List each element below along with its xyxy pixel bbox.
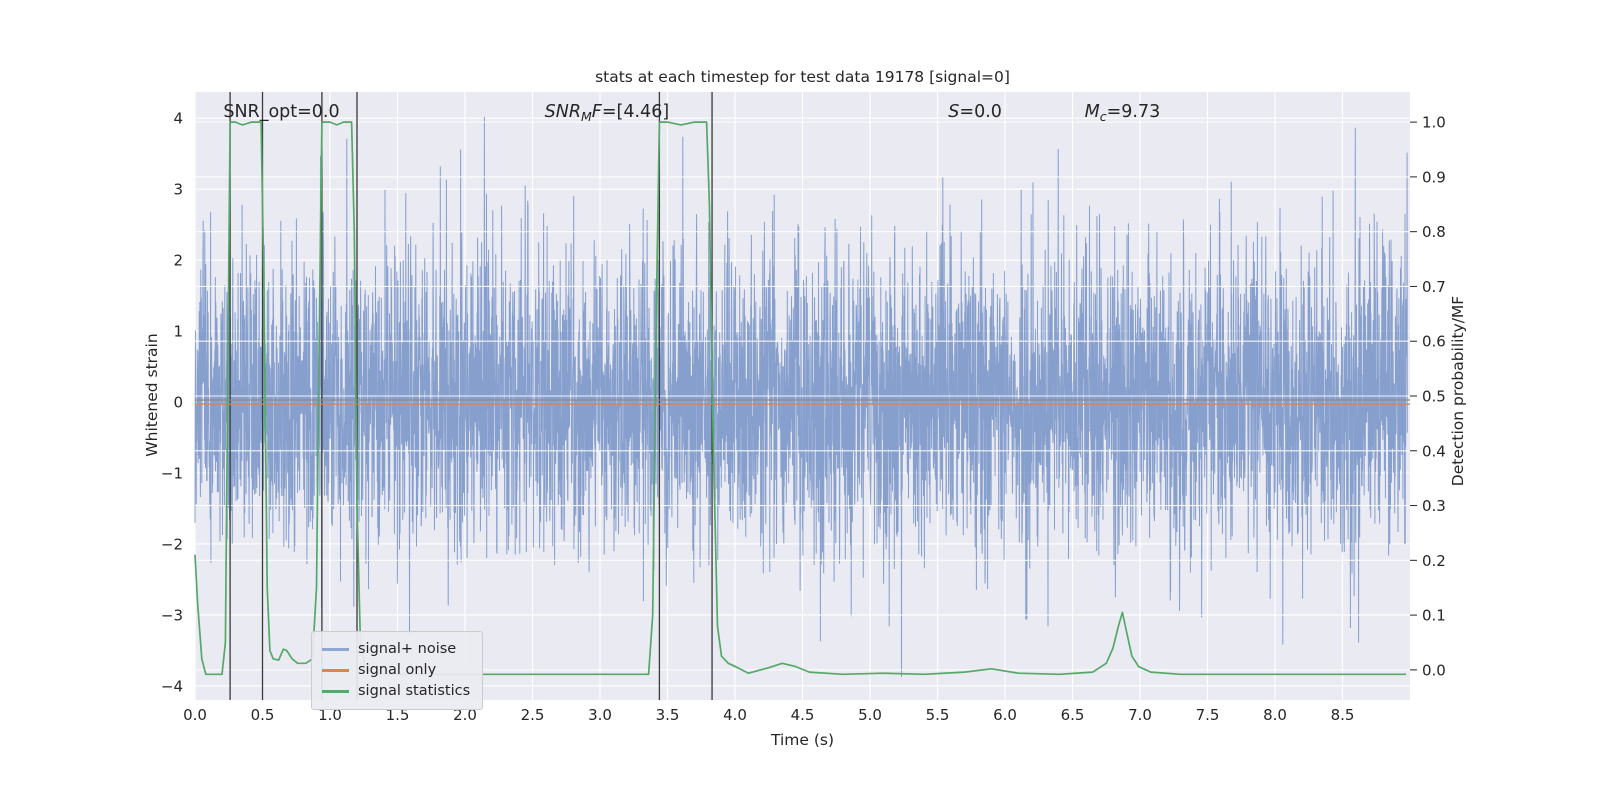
x-tick-label: 1.0 [318,706,342,724]
legend-line-signal-noise-icon [322,648,349,651]
x-tick-label: 1.5 [386,706,410,724]
x-axis-label: Time (s) [770,731,835,749]
y-left-tick-label: 3 [173,181,183,199]
y-right-tick-label: 0.6 [1422,333,1446,351]
legend-item-signal-only: signal only [322,660,470,681]
x-tick-label: 3.0 [588,706,612,724]
y-right-tick-label: 0.1 [1422,607,1446,625]
y-left-tick-label: −3 [161,606,183,624]
y-axis-label-left: Whitened strain [143,333,161,457]
y-right-tick-label: 0.0 [1422,661,1446,679]
x-tick-label: 6.5 [1061,706,1085,724]
y-right-tick-label: 1.0 [1422,114,1446,132]
y-right-tick-label: 0.3 [1422,497,1446,515]
legend-label-signal-only: signal only [358,662,437,678]
x-tick-label: 3.5 [656,706,680,724]
y-right-tick-label: 0.5 [1422,388,1446,406]
legend-label-signal-statistics: signal statistics [358,683,471,699]
y-left-tick-label: 1 [173,323,183,341]
y-right-tick-label: 0.4 [1422,442,1446,460]
chart-title: stats at each timestep for test data 191… [595,68,1010,86]
x-tick-label: 4.0 [723,706,747,724]
y-left-tick-label: 0 [173,394,183,412]
legend-line-signal-statistics-icon [322,690,349,693]
x-tick-label: 8.5 [1331,706,1355,724]
y-left-tick-label: −4 [161,677,183,695]
series-signal-plus-noise [194,116,1408,678]
legend: signal+ noise signal only signal statist… [311,631,484,710]
series-signal-statistics [194,121,1406,676]
legend-item-signal-noise: signal+ noise [322,639,470,660]
x-tick-label: 6.0 [993,706,1017,724]
y-right-tick-label: 0.2 [1422,552,1446,570]
x-tick-label: 8.0 [1263,706,1287,724]
y-right-tick-label: 0.9 [1422,168,1446,186]
x-tick-label: 4.5 [791,706,815,724]
y-right-tick-label: 0.7 [1422,278,1446,296]
x-tick-label: 5.5 [926,706,950,724]
x-tick-label: 7.0 [1128,706,1152,724]
x-tick-label: 2.5 [521,706,545,724]
y-left-tick-label: −2 [161,535,183,553]
legend-item-signal-statistics: signal statistics [322,681,470,702]
legend-line-signal-only-icon [322,669,349,672]
y-left-tick-label: 4 [173,110,183,128]
y-axis-label-right: Detection probability/MF [1449,295,1467,487]
y-left-tick-label: −1 [161,464,183,482]
x-tick-label: 7.5 [1196,706,1220,724]
y-left-tick-label: 2 [173,252,183,270]
x-tick-label: 0.0 [183,706,207,724]
y-right-tick-label: 0.8 [1422,223,1446,241]
x-tick-label: 2.0 [453,706,477,724]
x-tick-label: 0.5 [251,706,275,724]
x-tick-label: 5.0 [858,706,882,724]
legend-label-signal-noise: signal+ noise [358,641,457,657]
